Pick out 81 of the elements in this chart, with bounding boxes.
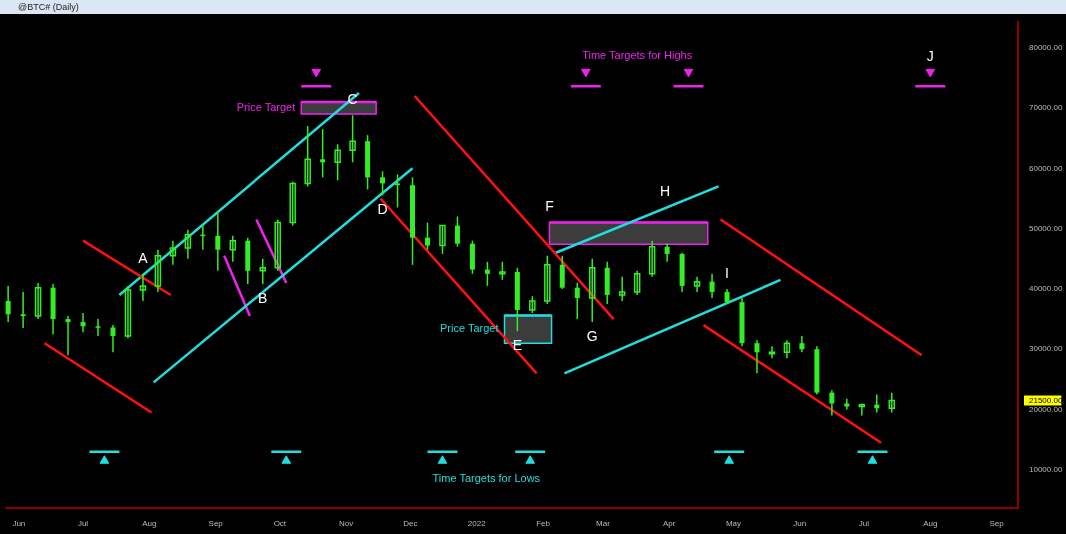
- annotation: H: [659, 183, 671, 200]
- candlestick: [304, 125, 311, 188]
- series-label: Time Targets for Lows: [432, 471, 541, 484]
- x-tick-label: 2022: [467, 519, 487, 529]
- candlestick: [783, 339, 791, 360]
- x-tick-label: Apr: [663, 519, 676, 529]
- candlestick: [139, 273, 147, 302]
- annotation: C: [347, 91, 358, 108]
- candlestick: [424, 221, 430, 251]
- x-tick-label: Oct: [273, 519, 287, 529]
- x-tick-label: Jun: [793, 519, 807, 529]
- candlestick: [5, 285, 11, 323]
- x-tick-label: Sep: [989, 519, 1005, 529]
- series-label: Time Targets for Highs: [582, 48, 693, 61]
- candlestick: [574, 282, 580, 320]
- y-tick-label: 20000.00: [1029, 404, 1063, 414]
- candlestick: [380, 170, 386, 197]
- x-tick-label: Jul: [77, 519, 89, 529]
- annotation: I: [725, 264, 729, 281]
- x-tick-label: Aug: [142, 519, 157, 529]
- candlestick: [499, 261, 506, 281]
- candlestick: [664, 242, 670, 263]
- candlestick: [844, 397, 850, 411]
- x-tick-label: Jun: [12, 519, 26, 529]
- y-tick-label: 80000.00: [1029, 42, 1063, 52]
- candlestick: [633, 270, 641, 296]
- x-tick-label: May: [725, 519, 741, 529]
- candlestick: [439, 224, 446, 255]
- annotation: D: [377, 201, 388, 218]
- candlestick: [693, 276, 701, 293]
- x-tick-label: Nov: [339, 519, 354, 529]
- candlestick: [544, 255, 551, 305]
- candlestick: [154, 248, 162, 293]
- candlestick: [169, 239, 177, 266]
- candlestick: [215, 210, 221, 272]
- x-tick-label: Jul: [858, 519, 870, 529]
- annotation: B: [258, 289, 268, 306]
- candlestick: [20, 291, 26, 329]
- candlestick: [124, 285, 132, 340]
- y-tick-label: 60000.00: [1029, 163, 1063, 173]
- chart-title: @BTC# (Daily): [0, 0, 1066, 14]
- candlestick: [110, 324, 116, 353]
- candlestick: [80, 312, 86, 334]
- y-tick-label: 70000.00: [1029, 103, 1063, 113]
- candlestick: [34, 282, 42, 320]
- annotation: J: [926, 47, 934, 64]
- y-tick-label: 40000.00: [1029, 284, 1063, 294]
- y-tick-label: 10000.00: [1029, 465, 1063, 475]
- candlestick: [320, 128, 326, 179]
- x-tick-label: Feb: [536, 519, 551, 529]
- candlestick: [454, 215, 460, 248]
- candlestick: [349, 114, 356, 164]
- annotation: A: [138, 249, 149, 266]
- candlestick: [559, 255, 565, 290]
- annotation: G: [586, 327, 598, 344]
- y-tick-label: 50000.00: [1029, 223, 1063, 233]
- candlestick: [648, 239, 656, 278]
- x-tick-label: Sep: [208, 519, 224, 529]
- x-tick-label: Mar: [596, 519, 611, 529]
- x-tick-label: Dec: [403, 519, 418, 529]
- candlestick: [65, 315, 71, 356]
- candlestick: [274, 218, 281, 272]
- candlestick: [334, 143, 341, 182]
- annotation: F: [545, 198, 554, 215]
- y-tick-label: 30000.00: [1029, 344, 1063, 354]
- candlestick: [888, 391, 896, 414]
- candlestick: [768, 345, 776, 360]
- candlestick: [289, 180, 296, 227]
- candlestick: [709, 273, 715, 299]
- candlestick: [618, 276, 626, 302]
- candlestick: [484, 261, 490, 287]
- candlestick: [829, 389, 835, 417]
- candlestick: [229, 235, 237, 263]
- candlestick: [754, 339, 760, 375]
- candlestick: [259, 258, 266, 285]
- candlestick: [184, 229, 192, 260]
- candlestick: [95, 318, 101, 337]
- candlestick: [588, 258, 596, 323]
- series-label: Price Target: [236, 101, 296, 114]
- candlestick: [395, 173, 401, 209]
- x-tick-label: Aug: [923, 519, 938, 529]
